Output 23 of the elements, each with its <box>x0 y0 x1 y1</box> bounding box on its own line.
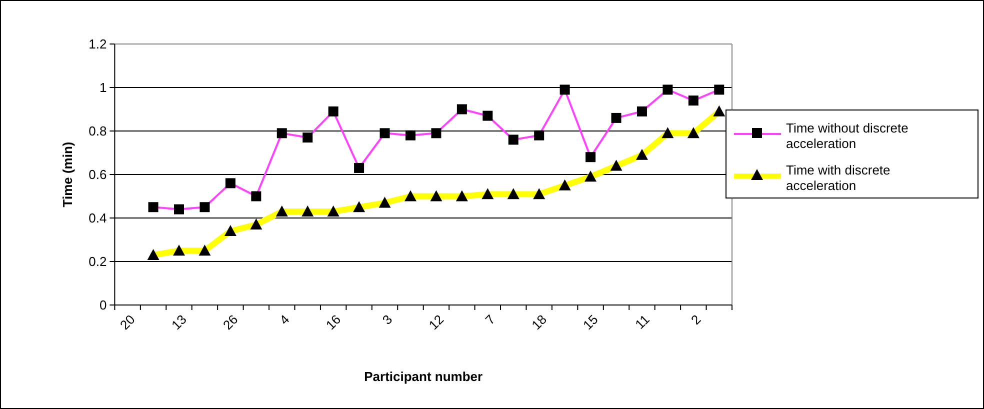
x-tick-label: 18 <box>528 312 550 333</box>
x-tick-label: 20 <box>117 312 138 333</box>
y-tick-label: 0.6 <box>88 167 107 182</box>
y-tick-label: 1.2 <box>88 36 107 52</box>
x-tick-label: 11 <box>632 312 652 332</box>
x-axis-title: Participant number <box>364 369 483 384</box>
x-tick-label: 4 <box>276 312 292 328</box>
y-tick-label: 0 <box>99 298 107 313</box>
y-tick-label: 0.4 <box>88 210 107 226</box>
legend-label: Time with discrete acceleration <box>786 162 890 194</box>
x-tick-label: 2 <box>688 312 704 328</box>
x-tick-label: 16 <box>322 312 344 333</box>
legend-label: Time without discrete acceleration <box>786 120 908 152</box>
y-tick-label: 0.2 <box>88 254 107 270</box>
y-tick-label: 0.8 <box>88 124 107 139</box>
x-tick-label: 12 <box>426 312 447 333</box>
y-axis-title: Time (min) <box>60 142 75 208</box>
x-tick-label: 15 <box>580 312 601 333</box>
y-tick-label: 1 <box>99 80 107 96</box>
x-tick-label: 26 <box>220 312 241 333</box>
x-tick-label: 7 <box>482 312 498 328</box>
x-tick-label: 13 <box>168 312 190 333</box>
x-tick-label: 3 <box>379 312 396 328</box>
